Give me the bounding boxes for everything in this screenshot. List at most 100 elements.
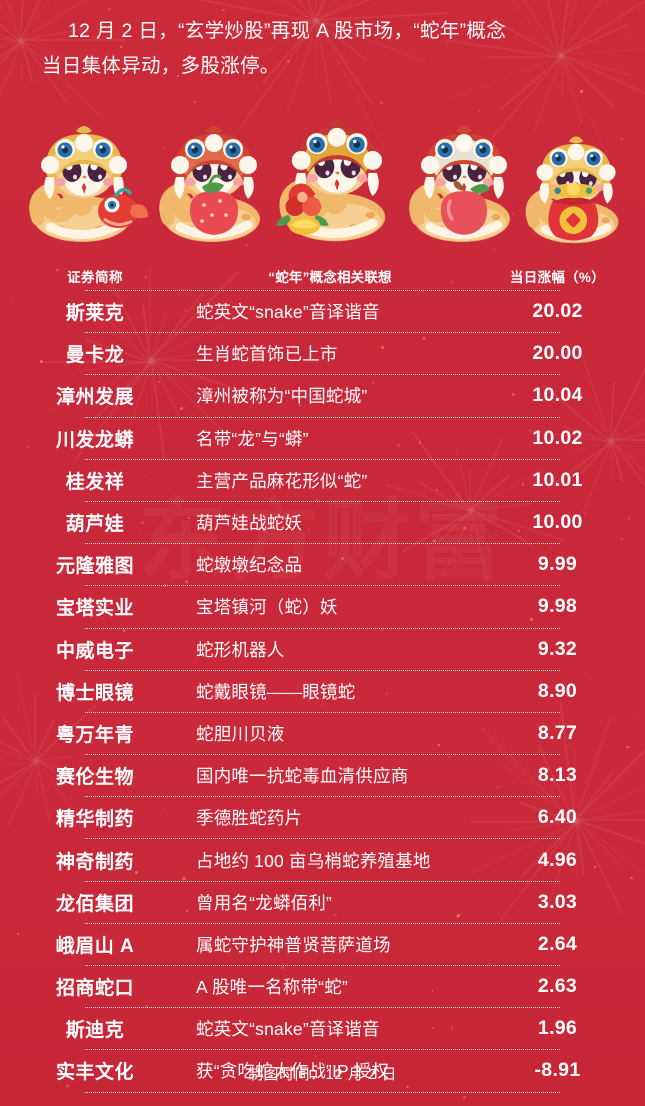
row-separator [85,1091,560,1093]
cell-change-percent: 4.96 [537,848,578,871]
table-row[interactable]: 漳州发展 漳州被称为“中国蛇城” 10.04 [0,375,645,416]
cell-change-percent: 6.40 [537,806,578,829]
cell-security-name: 曼卡龙 [65,345,125,367]
cell-concept: 生肖蛇首饰已上市 [196,344,338,365]
cell-security-name: 桂发祥 [65,471,125,493]
chart-timestamp: 制图时间：12 月 2 日 [247,1066,398,1083]
cell-change-percent: 9.98 [537,595,578,618]
cell-change-percent: 10.00 [532,511,583,534]
sparkle-dot [108,7,111,11]
mascot-0 [29,126,148,242]
table-body: 斯莱克 蛇英文“snake”音译谐音 20.02 曼卡龙 生肖蛇首饰已上市 20.00 漳州… [0,290,645,1093]
cell-security-name: 峨眉山 A [55,935,135,957]
burst-ray [0,0,21,42]
cell-concept: A 股唯一名称带“蛇” [196,977,348,998]
mascot-snake-with-strawberry [150,87,280,257]
table-row[interactable]: 曼卡龙 生肖蛇首饰已上市 20.00 [0,333,645,374]
cell-security-name: 斯莱克 [65,303,125,325]
cell-security-name: 元隆雅图 [55,556,134,578]
cell-concept: 宝塔镇河（蛇）妖 [196,597,338,618]
mascot-snake-with-fish [20,87,150,257]
table-row[interactable]: 峨眉山 A 属蛇守护神普贤菩萨道场 2.64 [0,924,645,965]
cell-security-name: 博士眼镜 [55,682,134,704]
table-row[interactable]: 粤万年青 蛇胆川贝液 8.77 [0,713,645,754]
table-row[interactable]: 赛伦生物 国内唯一抗蛇毒血清供应商 8.13 [0,755,645,796]
cell-change-percent: 20.02 [532,300,583,323]
row-separator [85,965,560,966]
table-row[interactable]: 斯迪克 蛇英文“snake”音译谐音 1.96 [0,1008,645,1049]
cell-concept: 曾用名“龙蟒佰利” [196,892,332,913]
prop-strawberry [189,174,239,235]
table-row[interactable]: 斯莱克 蛇英文“snake”音译谐音 20.02 [0,291,645,332]
cell-security-name: 精华制药 [55,809,134,831]
table-header-row: 证券简称 “蛇年”概念相关联想 当日涨幅（%） [0,262,645,290]
cell-security-name: 赛伦生物 [55,767,134,789]
cell-security-name: 实丰文化 [55,1062,134,1084]
burst-ray [0,41,21,54]
column-header-change: 当日涨幅（%） [509,270,606,285]
column-header-concept: “蛇年”概念相关联想 [268,270,392,285]
cell-change-percent: 10.02 [532,426,583,449]
cell-concept: 名带“龙”与“蟒” [196,428,309,449]
cell-change-percent: 2.64 [537,932,578,955]
cell-change-percent: 9.99 [537,553,578,576]
cell-concept: 属蛇守护神普贤菩萨道场 [196,934,391,955]
row-separator [85,290,560,291]
table-row[interactable]: 桂发祥 主营产品麻花形似“蛇” 10.01 [0,460,645,501]
row-separator [85,669,560,671]
sparkle-dot [222,8,225,12]
row-separator [85,922,560,924]
burst-ray [0,29,21,43]
cell-security-name: 中威电子 [55,640,134,662]
table-row[interactable]: 精华制药 季德胜蛇药片 6.40 [0,797,645,838]
burst-ray [0,24,21,43]
table-row[interactable]: 川发龙蟒 名带“龙”与“蟒” 10.02 [0,418,645,459]
cell-security-name: 葫芦娃 [65,514,125,536]
cell-change-percent: -8.91 [534,1059,581,1082]
table-row[interactable]: 宝塔实业 宝塔镇河（蛇）妖 9.98 [0,586,645,627]
cell-concept: 占地约 100 亩乌梢蛇养殖基地 [196,850,431,871]
prop-red-apple [440,180,490,235]
cell-security-name: 川发龙蟒 [55,429,134,451]
burst-ray [21,40,34,83]
row-separator [85,416,560,418]
cell-concept: 季德胜蛇药片 [196,808,303,829]
row-separator [85,711,560,713]
row-separator [85,543,560,545]
burst-ray [0,41,23,74]
table-row[interactable]: 葫芦娃 葫芦娃战蛇妖 10.00 [0,502,645,543]
table-row[interactable]: 博士眼镜 蛇戴眼镜——眼镜蛇 8.90 [0,671,645,712]
table-row[interactable]: 招商蛇口 A 股唯一名称带“蛇” 2.63 [0,966,645,1007]
row-separator [85,332,560,334]
cell-change-percent: 10.04 [532,384,583,407]
cell-concept: 蛇戴眼镜——眼镜蛇 [196,681,356,702]
cell-concept: 蛇英文“snake”音译谐音 [196,1019,380,1040]
cell-change-percent: 8.90 [537,679,578,702]
cell-change-percent: 3.03 [537,890,578,913]
table-row[interactable]: 实丰文化 获“贪吃蛇大作战”IP 授权 -8.91 [0,1050,645,1091]
cell-security-name: 粤万年青 [55,724,134,746]
burst-ray [0,0,21,43]
sparkle-dot [629,35,632,38]
row-separator [85,374,560,376]
table-row[interactable]: 龙佰集团 曾用名“龙蟒佰利” 3.03 [0,882,645,923]
cell-security-name: 宝塔实业 [55,598,134,620]
row-separator [85,585,560,587]
table-row[interactable]: 中威电子 蛇形机器人 9.32 [0,629,645,670]
cell-concept: 获“贪吃蛇大作战”IP 授权 [196,1061,390,1082]
table-row[interactable]: 神奇制药 占地约 100 亩乌梢蛇养殖基地 4.96 [0,839,645,880]
mascot-3 [409,126,510,242]
cell-concept: 蛇墩墩纪念品 [196,555,303,576]
table-row[interactable]: 元隆雅图 蛇墩墩纪念品 9.99 [0,544,645,585]
cell-concept: 漳州被称为“中国蛇城” [196,386,368,407]
cell-concept: 蛇英文“snake”音译谐音 [196,302,380,323]
cell-change-percent: 9.32 [537,637,578,660]
burst-ray [0,0,21,42]
cell-concept: 葫芦娃战蛇妖 [196,513,303,534]
mascot-1 [159,126,260,242]
cell-change-percent: 10.01 [532,468,583,491]
page-headline: 12 月 2 日，“玄学炒股”再现 A 股市场，“蛇年”概念 当日集体异动，多股… [42,14,617,84]
row-separator [85,627,560,629]
cell-change-percent: 20.00 [532,342,583,365]
